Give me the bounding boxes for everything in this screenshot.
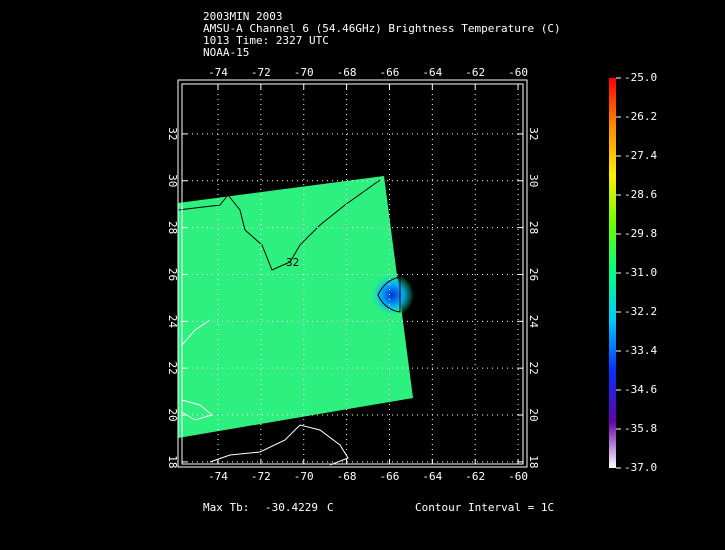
y-tick-label: 24	[166, 315, 179, 329]
y-tick-label: 18	[166, 455, 179, 468]
colorbar-label: -31.0	[624, 266, 657, 279]
x-tick-label: -72	[251, 66, 271, 79]
x-tick-label: -62	[465, 470, 485, 483]
colorbar-label: -34.6	[624, 383, 657, 396]
colorbar-label: -26.2	[624, 110, 657, 123]
y-tick-label: 28	[527, 221, 540, 234]
y-tick-label: 32	[527, 127, 540, 140]
y-tick-label: 30	[166, 174, 179, 187]
footer-interval: Contour Interval = 1C	[415, 501, 554, 514]
x-tick-label: -66	[380, 470, 400, 483]
footer-value: -30.4229	[265, 501, 318, 514]
contour	[177, 179, 381, 271]
cold-spot	[370, 273, 414, 317]
colorbar-label: -28.6	[624, 188, 657, 201]
x-tick-label: -66	[380, 66, 400, 79]
colorbar-label: -33.4	[624, 344, 657, 357]
x-tick-label: -68	[337, 470, 357, 483]
colorbar-label: -35.8	[624, 422, 657, 435]
colorbar-label: -37.0	[624, 461, 657, 474]
y-tick-label: 20	[527, 408, 540, 421]
contour	[377, 276, 401, 313]
header-line: NOAA-15	[203, 46, 249, 59]
x-tick-label: -70	[294, 470, 314, 483]
header-line: 2003MIN 2003	[203, 10, 282, 23]
header-line: AMSU-A Channel 6 (54.46GHz) Brightness T…	[203, 22, 561, 35]
x-tick-label: -64	[422, 470, 442, 483]
x-tick-label: -60	[508, 66, 528, 79]
y-tick-label: 26	[166, 268, 179, 281]
header-line: 1013 Time: 2327 UTC	[203, 34, 329, 47]
colorbar-label: -27.4	[624, 149, 657, 162]
colorbar-label: -25.0	[624, 71, 657, 84]
y-tick-label: 22	[527, 362, 540, 375]
y-tick-label: 20	[166, 408, 179, 421]
colorbar	[609, 78, 616, 468]
y-tick-label: 24	[527, 315, 540, 329]
contour-label: 32	[286, 256, 299, 269]
y-tick-label: 22	[166, 362, 179, 375]
y-tick-label: 30	[527, 174, 540, 187]
frame	[177, 79, 528, 468]
x-tick-label: -74	[208, 66, 228, 79]
y-tick-label: 26	[527, 268, 540, 281]
x-tick-label: -62	[465, 66, 485, 79]
x-tick-label: -70	[294, 66, 314, 79]
x-tick-label: -64	[422, 66, 442, 79]
x-tick-label: -68	[337, 66, 357, 79]
y-tick-label: 32	[166, 127, 179, 140]
footer-label: Max Tb:	[203, 501, 249, 514]
swath	[178, 176, 413, 438]
x-tick-label: -72	[251, 470, 271, 483]
colorbar-label: -32.2	[624, 305, 657, 318]
x-tick-label: -74	[208, 470, 228, 483]
x-tick-label: -60	[508, 470, 528, 483]
y-tick-label: 18	[527, 455, 540, 468]
map: 32	[177, 79, 528, 468]
y-tick-label: 28	[166, 221, 179, 234]
colorbar-label: -29.8	[624, 227, 657, 240]
footer-unit: C	[327, 501, 334, 514]
